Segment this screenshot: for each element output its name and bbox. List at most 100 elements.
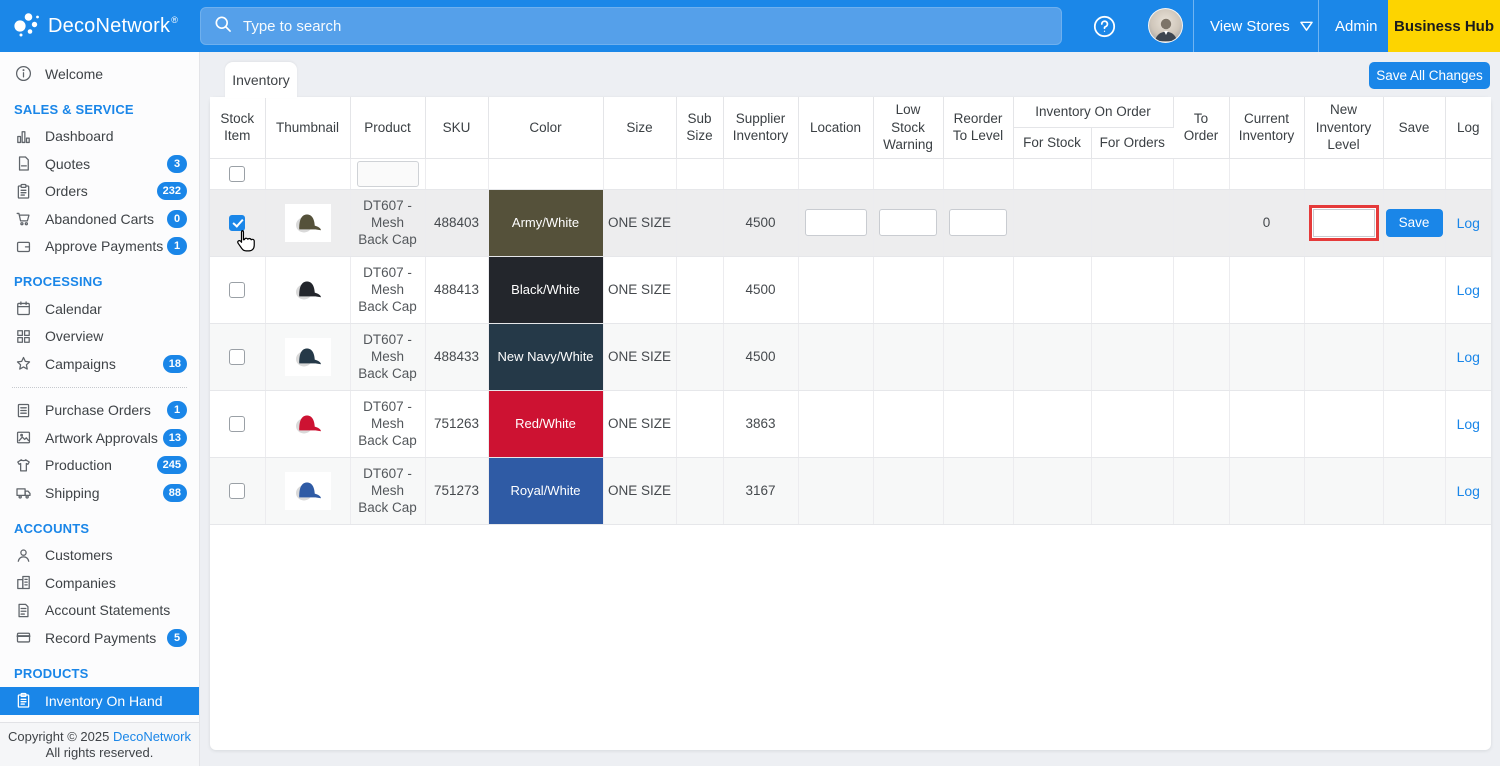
sidebar-item-campaigns[interactable]: Campaigns18 <box>0 350 199 378</box>
to-order-cell <box>1173 256 1229 323</box>
sidebar: WelcomeSALES & SERVICEDashboardQuotes3Or… <box>0 52 200 766</box>
admin-label: Admin <box>1335 18 1378 35</box>
sidebar-item-account-statements[interactable]: Account Statements <box>0 597 199 625</box>
row-log-link[interactable]: Log <box>1457 483 1480 499</box>
sku-cell: 488413 <box>425 256 488 323</box>
stock-item-checkbox[interactable] <box>229 483 245 499</box>
payments-card-icon <box>14 628 33 647</box>
count-badge: 245 <box>157 456 187 474</box>
thumbnail-cell <box>265 256 350 323</box>
count-badge: 18 <box>163 355 187 373</box>
sidebar-item-customers[interactable]: Customers <box>0 542 199 570</box>
product-filter-input[interactable] <box>357 161 419 187</box>
new-inventory-level-input[interactable] <box>1313 209 1375 237</box>
sidebar-item-inventory-on-hand[interactable]: Inventory On Hand <box>0 687 199 715</box>
for-stock-cell <box>1013 390 1091 457</box>
low-stock-warning-input[interactable] <box>879 209 937 236</box>
avatar[interactable] <box>1148 8 1183 43</box>
sidebar-item-shipping[interactable]: Shipping88 <box>0 479 199 507</box>
count-badge: 0 <box>167 210 187 228</box>
help-icon[interactable] <box>1092 14 1117 39</box>
sidebar-item-overview[interactable]: Overview <box>0 323 199 351</box>
quotes-icon <box>14 154 33 173</box>
save-cell <box>1383 390 1445 457</box>
column-header-supplier-inventory: Supplier Inventory <box>723 97 798 158</box>
tab-inventory[interactable]: Inventory <box>225 62 297 98</box>
sidebar-section-products: PRODUCTS <box>0 652 199 687</box>
for-orders-cell <box>1091 457 1173 524</box>
filter-empty-cell <box>1173 158 1229 189</box>
orders-icon <box>14 182 33 201</box>
for-orders-cell <box>1091 189 1173 256</box>
color-name: Royal/White <box>510 483 580 498</box>
for-orders-cell <box>1091 256 1173 323</box>
column-header-color: Color <box>488 97 603 158</box>
reorder-to-level-input[interactable] <box>949 209 1007 236</box>
stock-item-checkbox[interactable] <box>229 349 245 365</box>
log-cell: Log <box>1445 457 1491 524</box>
sidebar-item-approve-payments[interactable]: Approve Payments1 <box>0 233 199 261</box>
deconetwork-footer-link[interactable]: DecoNetwork <box>113 729 191 744</box>
sidebar-section-sales-service: SALES & SERVICE <box>0 88 199 123</box>
for-orders-cell <box>1091 390 1173 457</box>
sidebar-item-abandoned-carts[interactable]: Abandoned Carts0 <box>0 205 199 233</box>
size-cell: ONE SIZE <box>603 256 676 323</box>
row-save-button[interactable]: Save <box>1386 209 1443 237</box>
product-thumbnail <box>285 271 331 309</box>
for-stock-cell <box>1013 323 1091 390</box>
stock-item-checkbox[interactable] <box>229 215 245 231</box>
row-log-link[interactable]: Log <box>1457 349 1480 365</box>
wallet-icon <box>14 237 33 256</box>
product-thumbnail <box>285 204 331 242</box>
sidebar-item-companies[interactable]: Companies <box>0 569 199 597</box>
supplier-inventory-cell: 3863 <box>723 390 798 457</box>
row-log-link[interactable]: Log <box>1457 416 1480 432</box>
reorder-to-level-cell <box>943 390 1013 457</box>
save-all-changes-button[interactable]: Save All Changes <box>1369 62 1490 89</box>
sidebar-item-record-payments[interactable]: Record Payments5 <box>0 624 199 652</box>
count-badge: 1 <box>167 401 187 419</box>
column-header-sub-size: Sub Size <box>676 97 723 158</box>
location-input[interactable] <box>805 209 867 236</box>
search-input[interactable] <box>243 18 1049 35</box>
supplier-inventory-cell: 4500 <box>723 323 798 390</box>
thumbnail-cell <box>265 457 350 524</box>
business-hub-button[interactable]: Business Hub <box>1388 0 1500 52</box>
location-cell <box>798 457 873 524</box>
product-thumbnail <box>285 338 331 376</box>
count-badge: 232 <box>157 182 187 200</box>
sub-size-cell <box>676 189 723 256</box>
artwork-icon <box>14 428 33 447</box>
for-stock-cell <box>1013 189 1091 256</box>
sidebar-item-purchase-orders[interactable]: Purchase Orders1 <box>0 397 199 425</box>
sidebar-item-production[interactable]: Production245 <box>0 452 199 480</box>
brand[interactable]: DecoNetwork ® <box>10 0 177 52</box>
purchase-orders-icon <box>14 401 33 420</box>
stock-item-checkbox[interactable] <box>229 416 245 432</box>
sidebar-item-welcome[interactable]: Welcome <box>0 60 199 88</box>
color-cell: Army/White <box>488 189 603 256</box>
row-log-link[interactable]: Log <box>1457 215 1480 231</box>
save-cell: Save <box>1383 189 1445 256</box>
column-header-log: Log <box>1445 97 1491 158</box>
sidebar-item-quotes[interactable]: Quotes3 <box>0 150 199 178</box>
sidebar-item-artwork-approvals[interactable]: Artwork Approvals13 <box>0 424 199 452</box>
sidebar-item-calendar[interactable]: Calendar <box>0 295 199 323</box>
sidebar-item-orders[interactable]: Orders232 <box>0 178 199 206</box>
to-order-cell <box>1173 390 1229 457</box>
count-badge: 88 <box>163 484 187 502</box>
search-box[interactable] <box>200 7 1062 45</box>
color-cell: Red/White <box>488 390 603 457</box>
size-cell: ONE SIZE <box>603 457 676 524</box>
sku-cell: 488403 <box>425 189 488 256</box>
color-cell: Royal/White <box>488 457 603 524</box>
overview-grid-icon <box>14 327 33 346</box>
brand-name: DecoNetwork <box>48 15 170 38</box>
stock-item-checkbox[interactable] <box>229 282 245 298</box>
current-inventory-cell <box>1229 256 1304 323</box>
select-all-checkbox[interactable] <box>229 166 245 182</box>
admin-button[interactable]: Admin <box>1335 0 1378 52</box>
view-stores-button[interactable]: View Stores <box>1210 0 1314 52</box>
row-log-link[interactable]: Log <box>1457 282 1480 298</box>
sidebar-item-dashboard[interactable]: Dashboard <box>0 123 199 151</box>
